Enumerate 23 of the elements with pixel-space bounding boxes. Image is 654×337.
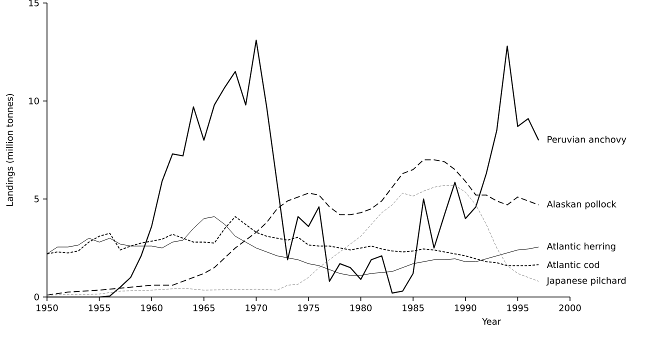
x-tick-label: 1975 xyxy=(298,304,320,312)
x-tick-label: 2000 xyxy=(559,304,581,312)
y-tick-label: 10 xyxy=(29,98,39,104)
x-tick-label: 1950 xyxy=(36,304,58,312)
x-tick-label: 1965 xyxy=(193,304,215,312)
series-label: Atlantic cod xyxy=(546,261,600,268)
x-tick-label: 1955 xyxy=(88,304,110,312)
y-tick-label: 15 xyxy=(29,0,39,6)
series-label: Alaskan pollock xyxy=(546,200,616,210)
x-tick-label: 1985 xyxy=(402,304,424,312)
y-tick-label: 5 xyxy=(34,196,39,202)
y-tick-label: 0 xyxy=(34,294,39,300)
x-tick-label: 1960 xyxy=(141,304,162,312)
line-series xyxy=(46,185,539,296)
x-tick-label: 1990 xyxy=(454,304,476,312)
x-tick-label: 1980 xyxy=(350,304,372,312)
x-tick-label: 1995 xyxy=(507,304,528,312)
series-label: Atlantic herring xyxy=(546,242,616,252)
x-axis-title: Year xyxy=(482,318,502,325)
x-tick-label: 1970 xyxy=(246,304,268,312)
series-label: Peruvian anchovy xyxy=(548,136,626,145)
y-axis-title: Landings (million tonnes) xyxy=(6,94,15,206)
series-label: Japanese pilchard xyxy=(546,276,626,286)
